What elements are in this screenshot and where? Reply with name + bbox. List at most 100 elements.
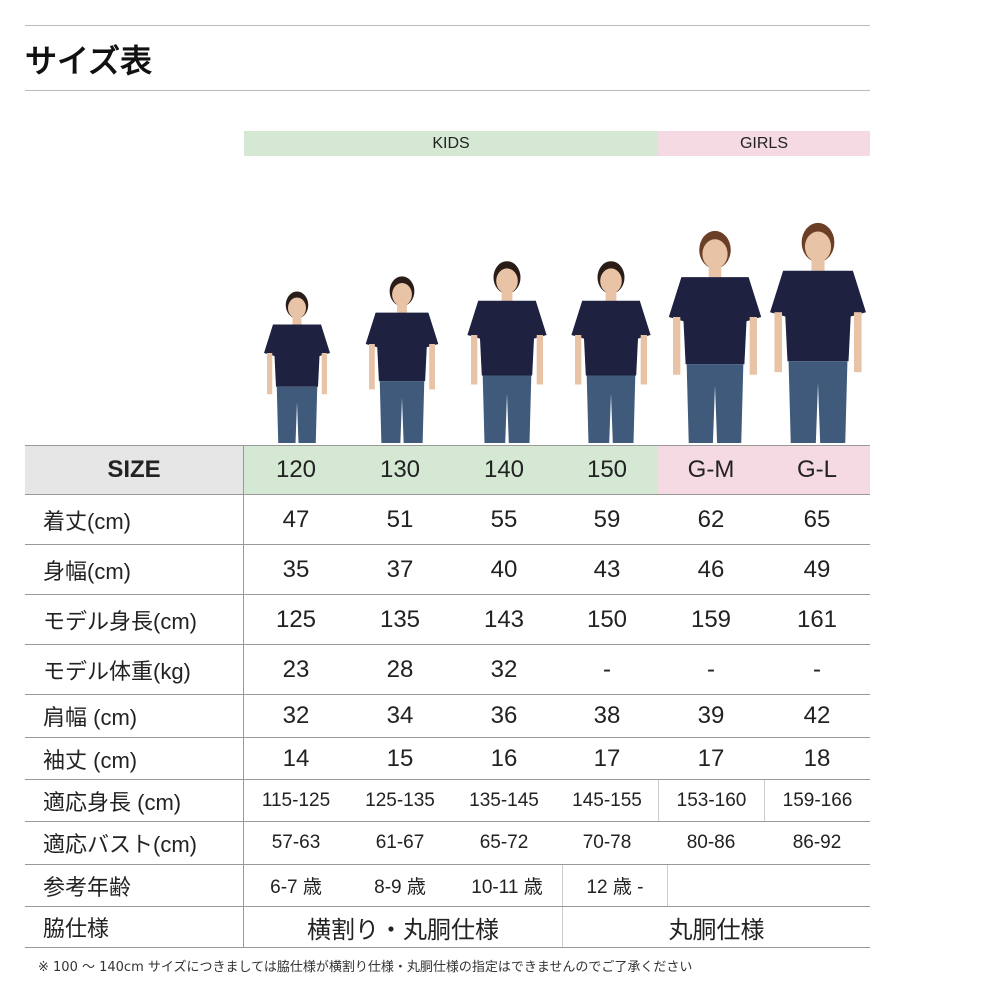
row-label: モデル身長(cm) [25,595,244,644]
table-cell: 17 [697,744,725,772]
table-cell: 46 [697,555,725,583]
size-130: 130 [348,446,452,494]
table-row: 参考年齢 6-7 歳 8-9 歳 10-11 歳 12 歳 - [25,865,870,907]
table-cell: 35 [282,555,310,583]
model-tshirt [571,300,651,376]
table-cell: 12 歳 - [562,865,667,906]
model-neck [708,266,722,278]
row-label: 脇仕様 [25,907,244,947]
table-row: 適応バスト(cm) 57-63 61-67 65-72 70-78 80-86 86-92 [25,822,870,865]
model-photos [264,222,866,443]
table-row: 肩幅 (cm) 32 34 36 38 39 42 [25,695,870,738]
table-cell [667,865,870,906]
table-cell: 6-7 歳 [270,877,322,898]
model-figure [264,291,330,443]
table-cell: 34 [386,702,414,729]
model-neck [501,291,513,301]
model-face [702,239,728,269]
table-cell: 159-166 [764,780,870,821]
table-cell: 153-160 [658,780,764,821]
model-face [392,282,412,307]
row-label: 適応身長 (cm) [25,780,244,821]
model-tshirt [668,277,762,365]
model-jeans [686,364,744,443]
table-cell: 70-78 [582,832,632,853]
table-cell: 横割り・丸胴仕様 [307,916,499,944]
row-label: 参考年齢 [25,865,244,906]
model-face [600,268,622,294]
table-cell: - [813,655,821,683]
table-cell: 38 [593,702,621,729]
table-cell: 135 [379,605,421,633]
model-arm [673,317,681,375]
table-cell: 15 [386,744,414,772]
divider [25,25,870,26]
table-cell: 143 [483,605,525,633]
model-figure [770,222,866,443]
table-cell: 23 [282,655,310,683]
size-140: 140 [452,446,556,494]
model-arm [471,335,478,385]
table-cell: 62 [697,505,725,533]
kids-band: KIDS [244,131,658,156]
table-cell: 61-67 [375,832,425,853]
model-figure [668,230,762,443]
model-figure [365,276,439,443]
model-neck [397,304,407,313]
table-row: 脇仕様 横割り・丸胴仕様 丸胴仕様 [25,907,870,948]
table-cell: 59 [593,505,621,533]
model-arm [321,353,327,395]
page-title: サイズ表 [25,42,153,80]
model-neck [811,259,825,271]
model-jeans [276,386,318,443]
table-cell: 47 [282,505,310,533]
table-cell: 37 [386,555,414,583]
table-cell: 16 [490,744,518,772]
table-cell: 8-9 歳 [374,877,426,898]
table-row: 身幅(cm) 35 37 40 43 46 49 [25,545,870,595]
model-jeans [586,375,636,443]
model-arm [853,312,862,373]
footnote: ※ 100 〜 140cm サイズにつきましては脇仕様が横割り仕様・丸胴仕様の指… [38,960,693,975]
table-cell: 125 [275,605,317,633]
table-cell: 40 [490,555,518,583]
model-arm [774,312,783,373]
table-cell: 39 [697,702,725,729]
table-cell: 125-135 [365,789,435,811]
table-cell: 55 [490,505,518,533]
table-cell: 65-72 [479,832,529,853]
table-cell: 159 [690,605,732,633]
table-cell: 150 [586,605,628,633]
model-jeans [788,361,848,443]
table-cell: 145-155 [572,789,642,811]
model-arm [369,344,375,390]
table-cell: 65 [803,505,831,533]
model-neck [605,291,617,301]
model-arm [575,335,582,385]
model-face [288,297,306,319]
table-cell: 42 [803,702,831,729]
table-cell: 80-86 [686,832,736,853]
table-row: 適応身長 (cm) 115-125 125-135 135-145 145-155 153… [25,780,870,822]
model-face [804,231,832,263]
table-cell: 43 [593,555,621,583]
model-figure [571,261,651,443]
table-cell: 57-63 [271,832,321,853]
table-cell: 14 [282,744,310,772]
row-label: モデル体重(kg) [25,645,244,694]
model-face [496,268,518,294]
row-label: 適応バスト(cm) [25,822,244,864]
size-gl: G-L [764,446,870,494]
divider [25,90,870,91]
table-cell: 86-92 [792,832,842,853]
table-cell: 36 [490,702,518,729]
table-cell: 18 [803,744,831,772]
model-tshirt [365,312,439,382]
table-row: モデル体重(kg) 23 28 32 - - - [25,645,870,695]
model-tshirt [467,300,547,376]
row-label: 着丈(cm) [25,495,244,544]
row-label: 袖丈 (cm) [25,738,244,779]
model-tshirt [770,270,866,362]
table-row: 着丈(cm) 47 51 55 59 62 65 [25,495,870,545]
table-row: モデル身長(cm) 125 135 143 150 159 161 [25,595,870,645]
